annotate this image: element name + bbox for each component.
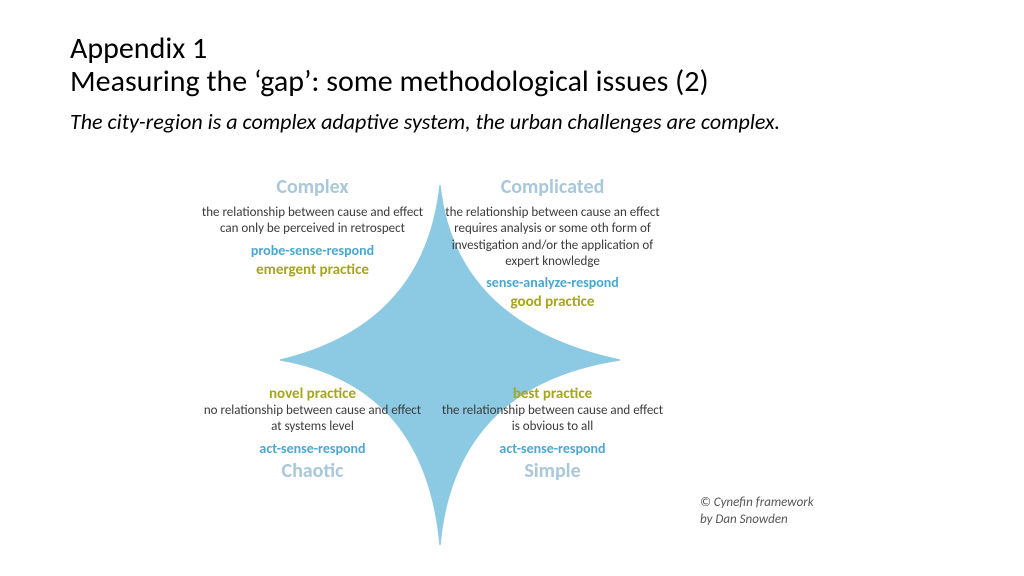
quadrant-description: no relationship between cause and effect… — [200, 403, 425, 436]
cynefin-diagram: Complex the relationship between cause an… — [200, 175, 700, 555]
title-block: Appendix 1 Measuring the ‘gap’: some met… — [70, 32, 984, 135]
quadrant-practice: emergent practice — [200, 261, 425, 279]
appendix-label: Appendix 1 — [70, 32, 984, 65]
quadrant-chaotic: novel practiceno relationship between ca… — [200, 385, 425, 489]
credit-text-1: © Cynefin framework — [700, 495, 814, 510]
quadrant-action: probe-sense-respond — [200, 242, 425, 259]
quadrant-complicated: Complicated the relationship between caus… — [440, 175, 665, 311]
quadrant-title: Chaotic — [200, 459, 425, 483]
quadrant-title: Complex — [200, 175, 425, 199]
quadrant-description: the relationship between cause an effect… — [440, 205, 665, 270]
quadrant-practice: novel practice — [200, 385, 425, 403]
page-heading: Measuring the ‘gap’: some methodological… — [70, 65, 984, 100]
quadrant-complex: Complex the relationship between cause an… — [200, 175, 425, 279]
quadrant-simple: best practicethe relationship between ca… — [440, 385, 665, 489]
quadrant-action: act-sense-respond — [200, 440, 425, 457]
page-subtitle: The city-region is a complex adaptive sy… — [70, 108, 984, 135]
quadrant-practice: good practice — [440, 293, 665, 311]
quadrant-description: the relationship between cause and effec… — [200, 205, 425, 238]
quadrant-practice: best practice — [440, 385, 665, 403]
credit-text-2: by Dan Snowden — [700, 512, 788, 527]
quadrant-action: act-sense-respond — [440, 440, 665, 457]
credit-line: © Cynefin framework by Dan Snowden — [700, 495, 814, 529]
quadrant-title: Complicated — [440, 175, 665, 199]
quadrant-title: Simple — [440, 459, 665, 483]
quadrant-description: the relationship between cause and effec… — [440, 403, 665, 436]
quadrant-action: sense-analyze-respond — [440, 274, 665, 291]
